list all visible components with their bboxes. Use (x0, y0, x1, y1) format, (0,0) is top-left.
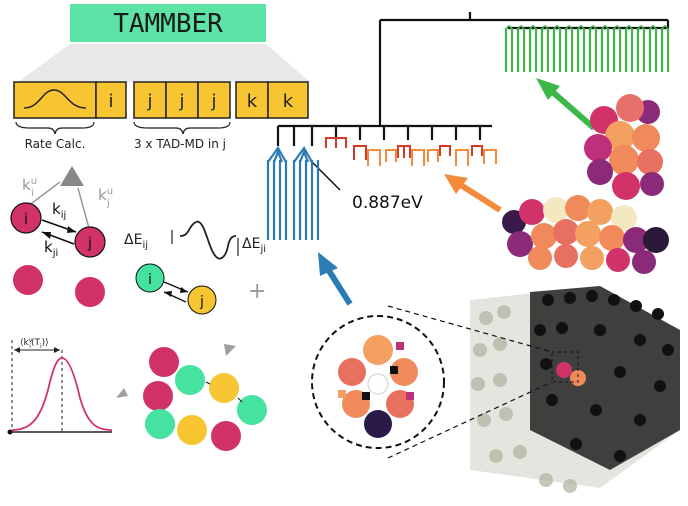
title-banner: TAMMBER (70, 4, 266, 42)
barrier-value-label: 0.887eV (352, 193, 423, 213)
cluster-orange (502, 195, 669, 274)
k-j-u: ku j (98, 186, 113, 209)
gray-arrow-down (224, 344, 236, 356)
lattice-cube (470, 286, 680, 493)
node-j (74, 226, 106, 258)
svg-text:i: i (148, 272, 152, 288)
k-i-u: ku i (22, 176, 37, 199)
energy-curve (179, 220, 237, 260)
orange-arrow (454, 179, 502, 213)
green-arrow (546, 85, 596, 131)
distribution-plot: ⟨kv i(Ti)⟩ (7, 337, 113, 435)
zoom-inset (311, 315, 445, 449)
tad-label: 3 x TAD-MD in j (134, 137, 226, 151)
barrier-node-j (187, 285, 217, 315)
svg-text:j: j (87, 234, 92, 252)
k-ij: kij (52, 200, 66, 221)
gaussian-icon (23, 89, 87, 109)
cell-2: j (178, 91, 184, 112)
cell-3: j (210, 91, 216, 112)
title-text: TAMMBER (113, 9, 223, 39)
arrows (318, 78, 596, 306)
orange-forks (325, 137, 497, 166)
svg-text:i: i (24, 210, 28, 228)
dE-ij: ΔEij (124, 232, 148, 251)
tad-brace (133, 121, 231, 135)
rate-calc-brace (15, 121, 95, 135)
distribution-label: ⟨kv i(Ti)⟩ (20, 337, 49, 350)
k-ji: kji (44, 238, 58, 259)
cell-4: k (247, 91, 258, 112)
pipeline: i j j j k k Rate Calc. 3 x TAD-MD in j (13, 81, 309, 151)
cell-0: i (108, 91, 113, 112)
svg-text:j: j (199, 294, 204, 310)
plus-sign: + (248, 279, 266, 304)
blue-forks (266, 145, 320, 240)
cell-1: j (146, 91, 152, 112)
gray-arrow-left (116, 388, 128, 398)
barrier-node-i (135, 263, 165, 293)
barrier-diagram: ΔEij ΔEji i j + (124, 220, 266, 315)
distribution-curve (11, 357, 113, 431)
state-network (143, 347, 267, 451)
rates-diagram: i j ku i ku j kij kji (10, 166, 113, 307)
dE-ji: ΔEji (242, 236, 266, 255)
cell-5: k (283, 91, 294, 112)
rate-calc-label: Rate Calc. (25, 137, 86, 151)
escape-triangle (60, 166, 84, 186)
cluster-green (584, 94, 664, 200)
node-i (10, 202, 42, 234)
blue-arrow (323, 264, 353, 306)
projection-shade (18, 44, 310, 82)
green-forks (504, 25, 670, 72)
rate-calc-cell (13, 81, 97, 119)
